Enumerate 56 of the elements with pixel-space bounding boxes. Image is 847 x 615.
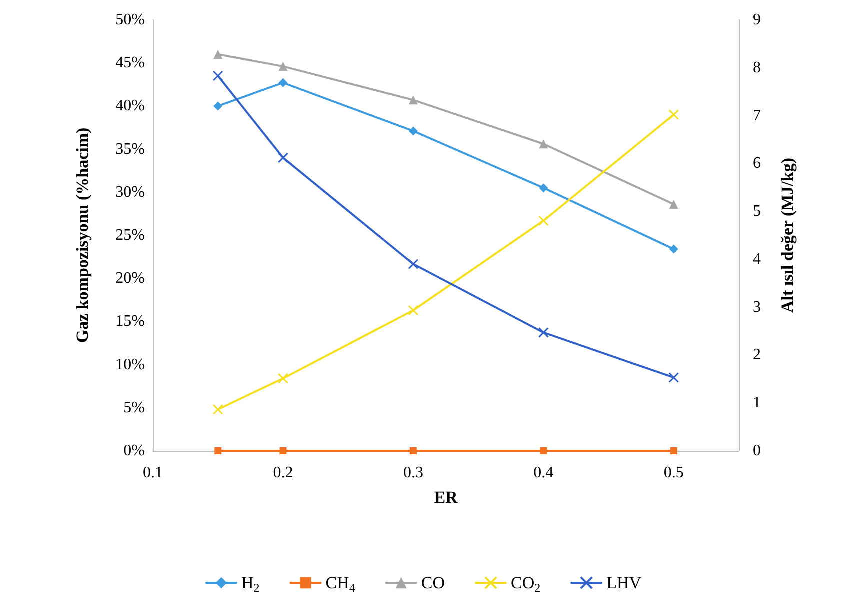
y-tick-label: 0% [124,442,145,460]
y-tick-label: 50% [116,12,145,28]
point [408,126,418,136]
point [212,70,224,82]
point [278,373,288,384]
y2-tick-label: 3 [753,298,761,316]
point [280,448,287,454]
point [408,96,418,105]
x-tick-label: 0.4 [534,464,554,482]
y-tick-label: 10% [116,356,145,374]
point [408,305,419,316]
point [278,78,288,88]
point [669,200,678,209]
y-tick-label: 45% [116,54,145,72]
point [214,448,222,454]
y-tick-label: 25% [116,227,145,244]
x-axis-title: ER [434,488,459,507]
y2-tick-label: 5 [753,203,761,220]
x-tick-label: 0.3 [403,464,424,482]
point [410,448,417,454]
legend-label: LHV [606,574,642,592]
y2-tick-label: 1 [753,394,761,412]
y-tick-label: 5% [124,399,145,416]
y2-axis-title: Alt ısıl değer (MJ/kg) [778,158,797,314]
y-tick-label: 35% [116,140,145,158]
point [538,327,549,338]
y2-tick-label: 4 [753,250,761,268]
y2-tick-label: 8 [753,59,761,76]
point [670,448,678,454]
point [668,372,680,383]
point [278,152,288,164]
y-tick-label: 15% [116,313,145,330]
point [214,50,223,59]
y-tick-label: 20% [116,270,145,288]
x-tick-label: 0.2 [273,464,294,482]
point [538,216,549,226]
x-tick-label: 0.1 [143,464,163,482]
point [540,448,548,454]
point [278,62,288,72]
point [408,258,419,270]
point [669,244,678,254]
point [214,102,223,111]
y-axis-title: Gaz kompozisyonu (%hacim) [73,128,92,344]
y2-tick-label: 6 [753,155,761,172]
point [212,404,224,415]
point [668,110,680,120]
legend-label: CO [421,574,445,592]
y2-tick-label: 0 [753,442,761,460]
y-tick-label: 40% [116,98,145,115]
y2-tick-label: 2 [753,346,761,364]
y2-tick-label: 9 [753,12,761,28]
x-tick-label: 0.5 [664,464,684,482]
y2-tick-label: 7 [753,107,761,124]
y-tick-label: 30% [116,184,145,201]
point [539,140,548,149]
point [539,184,548,193]
